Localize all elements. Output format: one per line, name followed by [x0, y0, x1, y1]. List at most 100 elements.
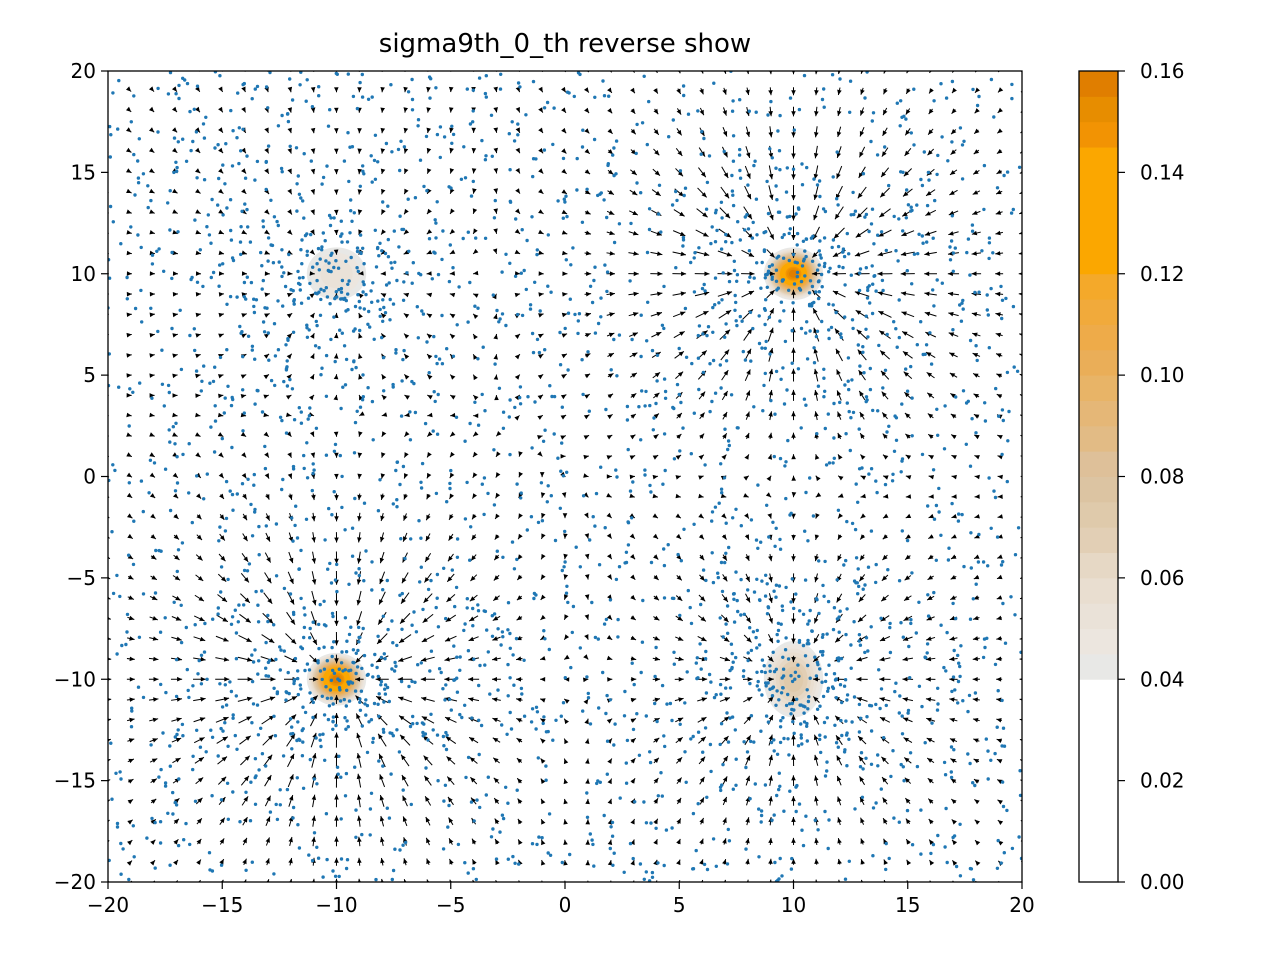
quiver-arrow: [949, 189, 958, 196]
scatter-point: [732, 259, 736, 263]
scatter-point: [176, 843, 181, 848]
scatter-point: [354, 835, 358, 839]
scatter-point: [496, 627, 500, 631]
scatter-point: [909, 618, 913, 622]
scatter-point: [350, 367, 354, 372]
scatter-point: [968, 273, 972, 277]
quiver-arrow: [241, 796, 249, 806]
quiver-arrow: [653, 737, 660, 743]
scatter-point: [581, 128, 585, 132]
scatter-point: [252, 297, 256, 301]
quiver-arrow: [172, 373, 178, 379]
quiver-arrow: [974, 494, 980, 499]
scatter-point: [678, 613, 682, 618]
scatter-point: [552, 394, 557, 399]
scatter-point: [139, 479, 144, 483]
scatter-point: [443, 698, 447, 702]
scatter-point: [339, 297, 343, 301]
scatter-point: [749, 648, 754, 653]
scatter-point: [334, 723, 338, 728]
scatter-point: [534, 727, 538, 731]
quiver-arrow: [195, 106, 201, 113]
scatter-point: [904, 367, 908, 371]
scatter-point: [292, 681, 296, 686]
quiver-arrow: [358, 312, 363, 319]
scatter-point: [742, 612, 746, 616]
scatter-point: [170, 276, 174, 281]
scatter-point: [257, 524, 261, 529]
scatter-point: [804, 814, 808, 818]
scatter-point: [130, 709, 134, 713]
scatter-point: [597, 563, 602, 567]
scatter-point: [648, 760, 653, 765]
scatter-point: [771, 520, 775, 524]
quiver-arrow: [676, 574, 683, 581]
scatter-point: [465, 597, 469, 601]
quiver-arrow: [860, 71, 864, 74]
quiver-arrow: [697, 635, 707, 642]
quiver-arrow: [264, 292, 270, 297]
scatter-point: [943, 404, 947, 408]
scatter-point: [309, 232, 313, 237]
scatter-point: [392, 229, 396, 233]
quiver-arrow: [652, 474, 659, 480]
scatter-point: [702, 282, 706, 287]
scatter-point: [740, 319, 744, 323]
scatter-point: [939, 623, 943, 627]
quiver-arrow: [744, 454, 750, 460]
quiver-arrow: [858, 574, 866, 582]
quiver-arrow: [562, 271, 568, 276]
scatter-point: [730, 651, 734, 656]
scatter-point: [537, 835, 541, 839]
scatter-point: [326, 124, 331, 128]
scatter-point: [365, 750, 370, 755]
quiver-arrow: [607, 190, 615, 196]
quiver-arrow: [237, 696, 253, 702]
scatter-point: [838, 683, 843, 687]
quiver-arrow: [287, 473, 293, 479]
scatter-point: [662, 547, 666, 551]
scatter-point: [876, 753, 880, 757]
quiver-arrow: [904, 575, 912, 581]
quiver-arrow: [857, 614, 867, 623]
quiver-arrow: [426, 333, 433, 339]
scatter-point: [504, 252, 508, 256]
scatter-point: [471, 120, 475, 124]
quiver-arrow: [241, 473, 247, 479]
scatter-point: [887, 183, 891, 188]
scatter-point: [318, 733, 322, 737]
scatter-point: [308, 757, 312, 762]
quiver-arrow: [996, 718, 1003, 723]
scatter-point: [369, 154, 373, 158]
scatter-point: [285, 787, 290, 792]
quiver-arrow: [195, 209, 201, 215]
quiver-arrow: [150, 534, 157, 540]
scatter-point: [799, 733, 803, 737]
scatter-point: [1018, 793, 1022, 798]
quiver-arrow: [948, 210, 959, 216]
quiver-arrow: [149, 717, 159, 723]
scatter-point: [190, 520, 194, 525]
scatter-point: [217, 284, 221, 288]
scatter-point: [149, 306, 153, 310]
scatter-point: [324, 353, 329, 358]
quiver-arrow: [860, 107, 865, 116]
quiver-arrow: [195, 554, 203, 561]
scatter-point: [451, 266, 455, 270]
scatter-point: [411, 261, 415, 265]
scatter-point: [435, 132, 440, 137]
quiver-arrow: [767, 454, 773, 460]
scatter-point: [253, 357, 257, 361]
scatter-point: [688, 605, 692, 610]
quiver-arrow: [473, 270, 479, 276]
scatter-point: [803, 274, 807, 278]
scatter-point: [572, 94, 576, 99]
quiver-arrow: [812, 226, 820, 240]
scatter-point: [357, 567, 361, 571]
scatter-point: [413, 410, 418, 415]
quiver-arrow: [333, 374, 339, 380]
quiver-arrow: [768, 858, 773, 865]
scatter-point: [807, 642, 811, 646]
scatter-point: [253, 178, 257, 182]
quiver-arrow: [310, 229, 315, 236]
